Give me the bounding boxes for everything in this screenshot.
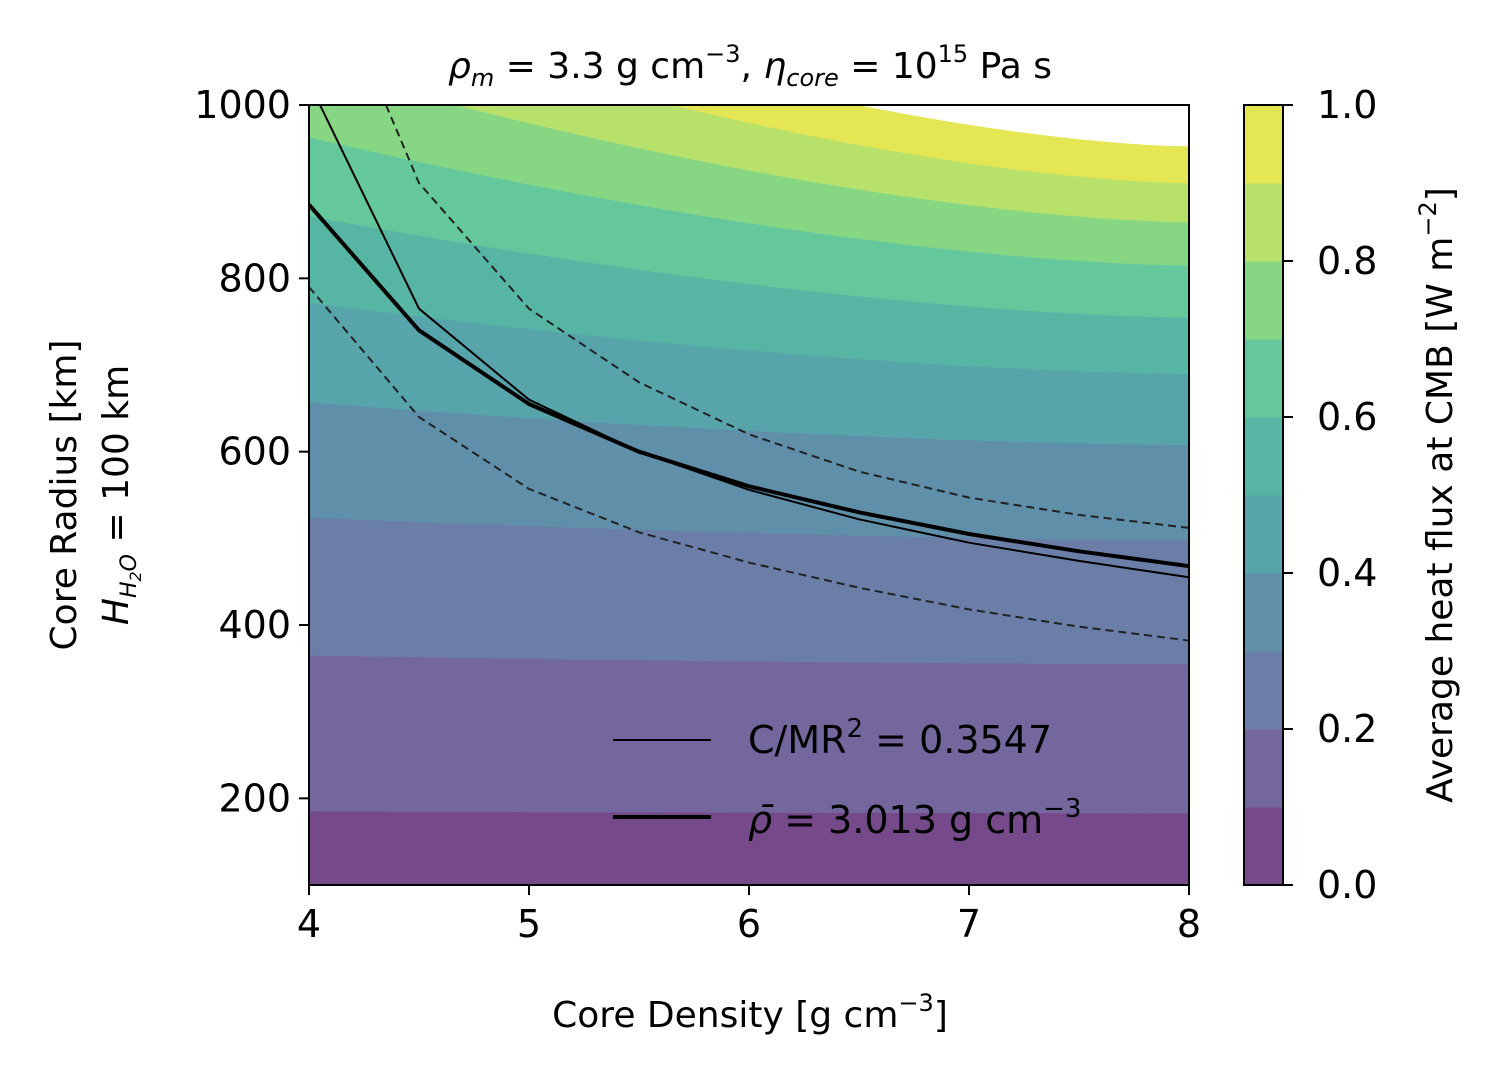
legend-label-mean-density: ρ̄ = 3.013 g cm−3: [748, 794, 1081, 842]
colorbar-segment-1: [1244, 729, 1283, 808]
series-curve-thick-solid: [309, 203, 1189, 569]
y-axis-label: HH2O = 100 km Core Radius [km]: [44, 340, 145, 651]
series-curve-thin-solid: [319, 105, 1189, 579]
y-tick-label: 1000: [194, 83, 291, 127]
colorbar-ticks: 0.0 0.2 0.4 0.6 0.8 1.0: [1283, 83, 1377, 907]
y-tick-label: 200: [218, 776, 291, 820]
y-axis-ticks: 200 400 600 800 1000: [194, 83, 309, 820]
y-axis-label-line1: HH2O = 100 km: [96, 365, 145, 625]
colorbar-segment-4: [1244, 495, 1283, 574]
x-axis-label: Core Density [g cm−3]: [552, 989, 948, 1036]
colorbar-bands: [1244, 105, 1283, 886]
colorbar-segment-2: [1244, 651, 1283, 730]
colorbar-tick-label: 0.8: [1317, 239, 1377, 283]
x-tick-label: 6: [737, 902, 761, 946]
colorbar-segment-6: [1244, 339, 1283, 418]
colorbar-segment-5: [1244, 417, 1283, 496]
legend-label-moment-of-inertia: C/MR2 = 0.3547: [748, 714, 1052, 762]
colorbar-tick-label: 1.0: [1317, 83, 1377, 127]
y-tick-label: 600: [218, 430, 291, 474]
x-tick-label: 7: [957, 902, 981, 946]
colorbar-frame: [1243, 104, 1284, 886]
series-curve-dashed-lower: [309, 286, 1189, 642]
colorbar-tick-label: 0.2: [1317, 707, 1377, 751]
contour-band-9: [671, 105, 1189, 184]
colorbar-tick-label: 0.0: [1317, 863, 1377, 907]
legend: C/MR2 = 0.3547 ρ̄ = 3.013 g cm−3: [613, 714, 1081, 842]
colorbar-tick-label: 0.6: [1317, 395, 1377, 439]
y-tick-label: 400: [218, 603, 291, 647]
plot-area: [308, 104, 1190, 886]
contour-band-8: [455, 105, 1189, 223]
y-axis-label-line2: Core Radius [km]: [44, 340, 85, 651]
colorbar-segment-0: [1244, 807, 1283, 886]
x-tick-label: 8: [1177, 902, 1201, 946]
colorbar: 0.0 0.2 0.4 0.6 0.8 1.0 Average heat flux at …: [1243, 83, 1461, 907]
x-axis-ticks: 4 5 6 7 8: [297, 885, 1201, 946]
curves: [309, 105, 1189, 642]
contour-band-2: [309, 517, 1189, 665]
x-tick-label: 4: [297, 902, 321, 946]
x-tick-label: 5: [517, 902, 541, 946]
colorbar-tick-label: 0.4: [1317, 551, 1377, 595]
series-curve-dashed-upper: [385, 105, 1189, 529]
contour-bands: [309, 105, 1189, 885]
chart-title: ρm = 3.3 g cm−3, ηcore = 1015 Pa s: [448, 40, 1052, 92]
y-tick-label: 800: [218, 256, 291, 300]
colorbar-segment-3: [1244, 573, 1283, 652]
colorbar-segment-7: [1244, 261, 1283, 340]
colorbar-segment-9: [1244, 105, 1283, 184]
colorbar-segment-8: [1244, 183, 1283, 262]
colorbar-label: Average heat flux at CMB [W m−2]: [1414, 187, 1461, 803]
